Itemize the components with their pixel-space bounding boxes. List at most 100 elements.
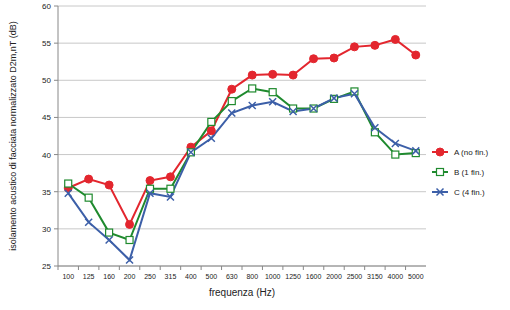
marker xyxy=(269,70,277,78)
x-tick xyxy=(160,266,161,270)
legend: A (no fin.)B (1 fin.)C (4 fin.) xyxy=(432,148,489,197)
x-tick xyxy=(282,266,283,270)
x-tick-label: 315 xyxy=(165,273,177,280)
marker xyxy=(412,51,420,59)
marker xyxy=(126,257,133,264)
marker xyxy=(290,108,297,115)
marker xyxy=(371,124,378,131)
marker xyxy=(310,55,318,63)
marker xyxy=(228,85,236,93)
x-tick xyxy=(262,266,263,270)
y-tick-label: 50 xyxy=(42,76,51,85)
x-tick-label: 1250 xyxy=(285,273,301,280)
marker xyxy=(85,175,93,183)
x-tick xyxy=(98,266,99,270)
x-tick xyxy=(364,266,365,270)
grid-line xyxy=(58,154,426,155)
marker xyxy=(147,190,154,197)
marker xyxy=(208,118,215,125)
x-tick-label: 160 xyxy=(103,273,115,280)
y-tick xyxy=(54,191,58,192)
legend-label: B (1 fin.) xyxy=(454,168,485,177)
x-tick-label: 400 xyxy=(185,273,197,280)
marker xyxy=(437,189,444,196)
marker xyxy=(146,177,154,185)
series-line xyxy=(68,94,416,260)
marker xyxy=(65,190,72,197)
marker xyxy=(167,185,174,192)
grid-line xyxy=(58,117,426,118)
x-tick-label: 100 xyxy=(62,273,74,280)
y-tick xyxy=(54,117,58,118)
x-tick xyxy=(385,266,386,270)
plot-area xyxy=(64,35,420,263)
marker xyxy=(437,169,444,176)
y-tick xyxy=(54,266,58,267)
x-tick xyxy=(405,266,406,270)
x-tick xyxy=(139,266,140,270)
y-tick xyxy=(54,6,58,7)
y-tick xyxy=(54,43,58,44)
y-tick-label: 60 xyxy=(42,2,51,11)
x-tick-label: 250 xyxy=(144,273,156,280)
y-tick-label: 45 xyxy=(42,113,51,122)
series-line xyxy=(68,39,416,224)
x-tick xyxy=(323,266,324,270)
marker xyxy=(371,41,379,49)
x-tick-label: 4000 xyxy=(388,273,404,280)
x-tick-label: 1600 xyxy=(306,273,322,280)
grid-line xyxy=(58,80,426,81)
x-tick-label: 500 xyxy=(205,273,217,280)
marker xyxy=(249,85,256,92)
x-tick xyxy=(180,266,181,270)
marker xyxy=(85,219,92,226)
marker xyxy=(166,173,174,181)
marker xyxy=(126,220,134,228)
y-tick-label: 55 xyxy=(42,39,51,48)
marker xyxy=(228,109,235,116)
marker xyxy=(187,149,194,156)
x-tick xyxy=(303,266,304,270)
x-tick xyxy=(221,266,222,270)
marker xyxy=(436,148,444,156)
marker xyxy=(392,140,399,147)
marker xyxy=(167,193,174,200)
marker xyxy=(105,181,113,189)
marker xyxy=(331,95,338,102)
y-tick-label: 30 xyxy=(42,225,51,234)
x-tick-label: 5000 xyxy=(408,273,424,280)
x-tick-label: 2500 xyxy=(347,273,363,280)
chart: 2530354045505560100125160200250315400500… xyxy=(0,0,510,310)
y-tick-label: 25 xyxy=(42,262,51,271)
x-tick-label: 800 xyxy=(246,273,258,280)
x-tick-label: 630 xyxy=(226,273,238,280)
marker xyxy=(126,237,133,244)
marker xyxy=(269,98,276,105)
marker xyxy=(249,102,256,109)
x-tick-label: 200 xyxy=(124,273,136,280)
grid-line xyxy=(58,6,426,7)
marker xyxy=(310,105,317,112)
y-tick-label: 35 xyxy=(42,188,51,197)
x-tick-label: 3150 xyxy=(367,273,383,280)
marker xyxy=(330,54,338,62)
marker xyxy=(65,180,72,187)
y-tick xyxy=(54,80,58,81)
marker xyxy=(85,194,92,201)
y-tick-label: 40 xyxy=(42,151,51,160)
y-tick xyxy=(54,228,58,229)
x-tick xyxy=(242,266,243,270)
legend-label: A (no fin.) xyxy=(454,148,489,157)
marker xyxy=(350,43,358,51)
x-tick xyxy=(58,266,59,270)
y-axis-title: isolamento acustico di facciata normaliz… xyxy=(8,21,18,250)
marker xyxy=(391,35,399,43)
x-tick-label: 2000 xyxy=(326,273,342,280)
marker xyxy=(269,89,276,96)
x-tick-label: 1000 xyxy=(265,273,281,280)
marker xyxy=(289,71,297,79)
y-axis xyxy=(58,6,59,266)
marker xyxy=(106,237,113,244)
marker xyxy=(412,147,419,154)
x-tick xyxy=(119,266,120,270)
